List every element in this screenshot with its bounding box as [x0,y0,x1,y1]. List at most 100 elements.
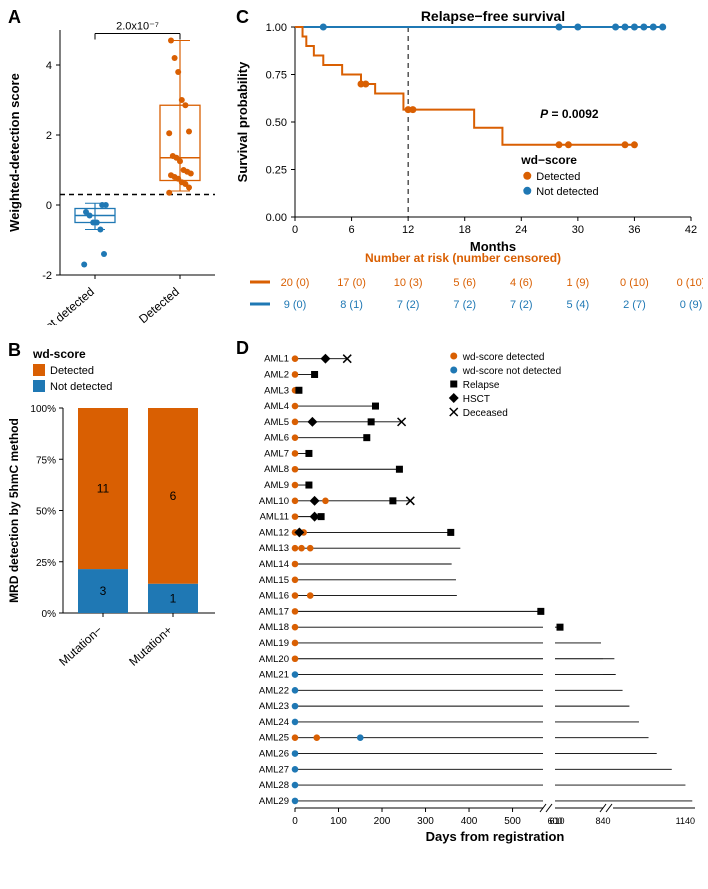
svg-text:0.00: 0.00 [266,212,287,224]
svg-text:1140: 1140 [676,816,695,826]
svg-text:8 (1): 8 (1) [340,299,363,311]
svg-text:2: 2 [46,130,52,142]
svg-text:AML9: AML9 [264,480,289,491]
svg-text:HSCT: HSCT [463,394,490,405]
svg-text:AML10: AML10 [259,496,289,507]
svg-text:AML17: AML17 [259,606,289,617]
svg-text:AML13: AML13 [259,543,289,554]
svg-text:300: 300 [417,816,434,827]
svg-text:AML22: AML22 [259,685,289,696]
svg-text:0: 0 [292,224,298,236]
svg-text:AML11: AML11 [260,512,289,523]
svg-text:10 (3): 10 (3) [394,277,423,289]
svg-text:3: 3 [100,584,107,598]
svg-text:AML4: AML4 [264,401,289,412]
svg-text:AML3: AML3 [264,385,289,396]
panel-b-svg: 0% 25% 50% 75% 100% MRD detection by 5hmC met… [5,338,225,668]
panel-c: 0.000.250.500.751.0006121824303642Surviv… [233,5,703,330]
svg-text:wd-score: wd-score [32,347,86,361]
svg-text:-2: -2 [42,270,52,282]
svg-text:Detected: Detected [50,365,94,377]
svg-text:25%: 25% [36,558,56,569]
svg-text:200: 200 [374,816,391,827]
svg-text:100%: 100% [30,404,56,415]
panel-c-svg: 0.000.250.500.751.0006121824303642Surviv… [233,5,703,325]
svg-text:Days from registration: Days from registration [426,829,565,844]
svg-text:5 (6): 5 (6) [453,277,476,289]
svg-text:2 (7): 2 (7) [623,299,646,311]
panel-d-svg: 01002003004005006006108401140Days from r… [233,338,703,848]
svg-text:840: 840 [595,816,610,826]
svg-text:7 (2): 7 (2) [510,299,533,311]
svg-text:5 (4): 5 (4) [567,299,590,311]
panel-d: 01002003004005006006108401140Days from r… [233,338,703,853]
svg-text:D: D [236,338,249,358]
svg-text:20 (0): 20 (0) [281,277,310,289]
svg-text:AML14: AML14 [259,559,289,570]
svg-text:400: 400 [461,816,478,827]
svg-text:4 (6): 4 (6) [510,277,533,289]
svg-text:wd−score: wd−score [520,153,577,167]
svg-text:Number at risk (number censore: Number at risk (number censored) [365,251,561,265]
svg-text:11: 11 [97,482,110,496]
svg-text:0%: 0% [42,609,57,620]
svg-text:Detected: Detected [536,171,580,183]
svg-text:Not detected: Not detected [36,285,97,325]
svg-text:7 (2): 7 (2) [453,299,476,311]
svg-text:AML29: AML29 [259,796,289,807]
svg-text:AML8: AML8 [264,464,289,475]
svg-text:6: 6 [349,224,355,236]
svg-text:4: 4 [46,60,52,72]
svg-text:A: A [8,7,21,27]
svg-text:0.25: 0.25 [266,165,287,177]
svg-text:B: B [8,340,21,360]
svg-text:C: C [236,7,249,27]
svg-text:Relapse−free survival: Relapse−free survival [421,8,565,24]
svg-text:610: 610 [549,816,564,826]
svg-text:Relapse: Relapse [463,380,500,391]
svg-text:12: 12 [402,224,414,236]
svg-text:0 (10): 0 (10) [677,277,703,289]
svg-text:24: 24 [515,224,527,236]
svg-text:42: 42 [685,224,697,236]
svg-text:AML2: AML2 [264,369,289,380]
svg-text:30: 30 [572,224,584,236]
svg-text:AML15: AML15 [259,575,289,586]
panel-a: -2 0 2 4 Weighted-detection score Not detecte… [5,5,225,330]
svg-text:36: 36 [628,224,640,236]
svg-text:17 (0): 17 (0) [337,277,366,289]
svg-text:7 (2): 7 (2) [397,299,420,311]
panel-b: 0% 25% 50% 75% 100% MRD detection by 5hmC met… [5,338,225,853]
panel-a-svg: -2 0 2 4 Weighted-detection score Not detecte… [5,5,225,325]
svg-text:AML12: AML12 [259,527,289,538]
svg-text:P = 0.0092: P = 0.0092 [540,107,599,121]
svg-text:AML23: AML23 [259,701,289,712]
svg-text:AML27: AML27 [259,764,289,775]
svg-text:AML18: AML18 [259,622,289,633]
svg-text:Deceased: Deceased [463,408,508,419]
svg-text:Weighted-detection score: Weighted-detection score [7,73,22,232]
svg-text:MRD detection by 5hmC method: MRD detection by 5hmC method [7,418,21,603]
svg-text:wd-score not detected: wd-score not detected [462,366,561,377]
svg-text:0: 0 [46,200,52,212]
svg-text:AML6: AML6 [264,433,289,444]
svg-text:9 (0): 9 (0) [284,299,307,311]
svg-text:AML16: AML16 [259,591,289,602]
figure-grid: -2024Weighted-detection scoreNot detecte… [5,5,703,853]
svg-text:AML7: AML7 [264,448,289,459]
svg-text:Not detected: Not detected [536,186,598,198]
svg-text:AML1: AML1 [264,354,289,365]
svg-text:AML5: AML5 [264,417,289,428]
svg-text:AML21: AML21 [259,670,289,681]
svg-text:Not detected: Not detected [50,381,112,393]
svg-text:0 (9): 0 (9) [680,299,703,311]
svg-text:Mutation+: Mutation+ [126,623,175,668]
svg-text:50%: 50% [36,507,56,518]
svg-text:2.0x10⁻⁷: 2.0x10⁻⁷ [116,21,159,33]
svg-text:Detected: Detected [136,285,182,325]
svg-text:1.00: 1.00 [266,22,287,34]
svg-text:75%: 75% [36,455,56,466]
svg-text:Mutation−: Mutation− [56,623,105,668]
svg-text:Survival probability: Survival probability [235,61,250,182]
svg-text:AML20: AML20 [259,654,289,665]
